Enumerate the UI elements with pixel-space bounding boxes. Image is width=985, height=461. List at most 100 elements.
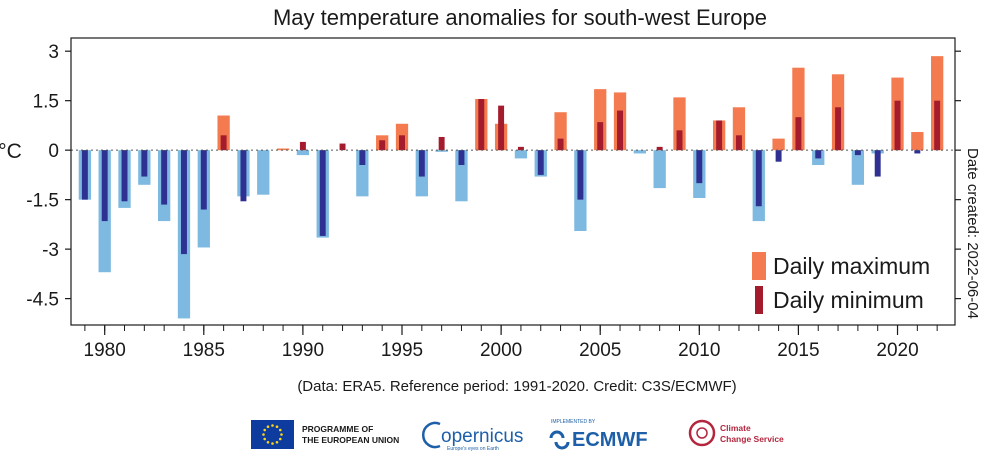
legend-label-daily-max: Daily maximum — [773, 253, 930, 279]
x-tick-label: 2015 — [777, 340, 819, 361]
bar-daily-min-1997 — [438, 136, 445, 151]
c3s-line1: Climate — [720, 423, 751, 433]
plot-frame — [70, 37, 956, 326]
eu-star-icon — [266, 440, 270, 444]
c3s-line2: Change Service — [720, 434, 784, 444]
bar-daily-min-2011 — [716, 120, 723, 151]
x-tick-label: 1985 — [183, 340, 225, 361]
x-tick-label: 2005 — [579, 340, 621, 361]
bar-daily-max-1988 — [257, 150, 270, 195]
bar-daily-min-1992 — [339, 143, 346, 151]
bar-daily-min-2021 — [914, 150, 921, 154]
copernicus-c-icon — [422, 421, 441, 449]
bar-daily-min-1980 — [101, 150, 108, 222]
bar-daily-max-1986 — [217, 115, 230, 151]
bar-daily-max-2007 — [633, 150, 646, 154]
bar-daily-min-1999 — [478, 99, 485, 151]
eu-star-icon — [266, 425, 270, 429]
y-tick-label: -3 — [42, 240, 59, 261]
bar-daily-min-1983 — [161, 150, 168, 205]
bar-daily-max-2014 — [772, 138, 785, 151]
bar-daily-max-2005 — [594, 89, 607, 151]
bar-daily-min-1993 — [359, 150, 366, 166]
y-tick-label: 0 — [48, 141, 59, 162]
bar-daily-min-1996 — [418, 150, 425, 177]
x-tick-label: 1990 — [282, 340, 324, 361]
eu-star-icon — [278, 437, 282, 441]
eu-stars-icon — [262, 424, 283, 445]
copernicus-tagline: Europe's eyes on Earth — [447, 446, 499, 452]
eu-star-icon — [263, 428, 267, 432]
x-tick-label: 2000 — [480, 340, 522, 361]
legend-swatch-daily-max — [752, 252, 766, 280]
bar-daily-min-2005 — [597, 122, 604, 151]
y-tick-label: -1.5 — [26, 191, 59, 212]
legend-label-daily-min: Daily minimum — [773, 287, 924, 313]
bar-daily-max-1997 — [435, 150, 448, 152]
eu-star-icon — [275, 425, 279, 429]
eu-star-icon — [271, 442, 274, 445]
bar-daily-min-2006 — [617, 110, 624, 151]
bar-daily-min-1991 — [319, 150, 326, 236]
bar-daily-min-2008 — [656, 146, 663, 151]
source-credit-note: (Data: ERA5. Reference period: 1991-2020… — [297, 378, 736, 395]
bar-daily-min-2020 — [894, 100, 901, 151]
bar-daily-min-2019 — [874, 150, 881, 177]
bar-daily-max-1990 — [296, 150, 310, 156]
bar-daily-min-1985 — [200, 150, 207, 210]
eu-star-icon — [275, 440, 279, 444]
bar-daily-min-1994 — [379, 140, 386, 151]
bar-daily-max-2012 — [732, 107, 746, 151]
y-tick-label: -4.5 — [26, 290, 59, 311]
eu-star-icon — [262, 433, 265, 436]
bar-daily-min-2013 — [755, 150, 762, 207]
copernicus-logo: opernicus Europe's eyes on Earth — [422, 421, 523, 452]
bar-daily-min-1990 — [299, 141, 306, 151]
bar-daily-min-2016 — [815, 150, 822, 159]
bar-daily-min-1979 — [81, 150, 88, 200]
bar-daily-max-1993 — [356, 150, 369, 197]
legend-swatch-daily-min — [755, 286, 763, 314]
chart-title: May temperature anomalies for south-west… — [273, 5, 767, 30]
x-tick-label: 2010 — [678, 340, 720, 361]
bar-daily-max-2009 — [673, 97, 686, 151]
bar-daily-min-2014 — [775, 150, 782, 162]
bar-daily-min-2018 — [854, 150, 861, 156]
ecmwf-implemented-by: IMPLEMENTED BY — [551, 419, 596, 425]
bar-daily-max-2001 — [514, 150, 528, 159]
eu-star-icon — [280, 433, 283, 436]
bar-daily-max-2003 — [554, 112, 567, 151]
bar-daily-min-1995 — [399, 135, 405, 151]
axes-layer: 3 1.5 0 -1.5 -3 -4.5 1980 1985 1990 1995 2000 2005 2… — [26, 37, 961, 361]
legend: Daily maximum Daily minimum — [752, 252, 930, 314]
y-tick-label: 1.5 — [33, 92, 59, 113]
c3s-logo: Climate Change Service — [688, 419, 784, 447]
date-created-note: Date created: 2022-06-04 — [964, 148, 981, 319]
bar-daily-min-2010 — [696, 150, 703, 184]
bar-daily-max-2021 — [911, 132, 924, 151]
eu-programme-logo: PROGRAMME OF THE EUROPEAN UNION — [251, 420, 399, 449]
bar-daily-min-2012 — [735, 135, 742, 151]
bar-daily-max-2018 — [851, 150, 865, 185]
eu-programme-line1: PROGRAMME OF — [302, 424, 373, 434]
bar-daily-min-1982 — [141, 150, 148, 177]
c3s-circle-icon — [688, 419, 716, 447]
eu-programme-line2: THE EUROPEAN UNION — [302, 435, 399, 445]
bars-layer — [78, 56, 944, 319]
y-tick-label: 3 — [48, 42, 59, 63]
ecmwf-waves-icon — [549, 430, 570, 450]
bar-daily-min-1998 — [458, 150, 465, 166]
bar-daily-min-1987 — [240, 150, 247, 202]
x-tick-label: 2020 — [876, 340, 918, 361]
eu-star-icon — [271, 424, 274, 427]
bar-daily-min-2000 — [498, 105, 505, 151]
ecmwf-wordmark: ECMWF — [572, 429, 648, 451]
bar-daily-min-2009 — [676, 130, 683, 151]
bar-daily-min-2003 — [557, 138, 564, 151]
ecmwf-logo: IMPLEMENTED BY ECMWF — [549, 419, 648, 451]
bar-daily-min-2015 — [795, 117, 802, 151]
bar-daily-max-1989 — [276, 148, 290, 151]
bar-daily-min-2022 — [934, 100, 941, 151]
bar-daily-max-2008 — [653, 150, 666, 189]
